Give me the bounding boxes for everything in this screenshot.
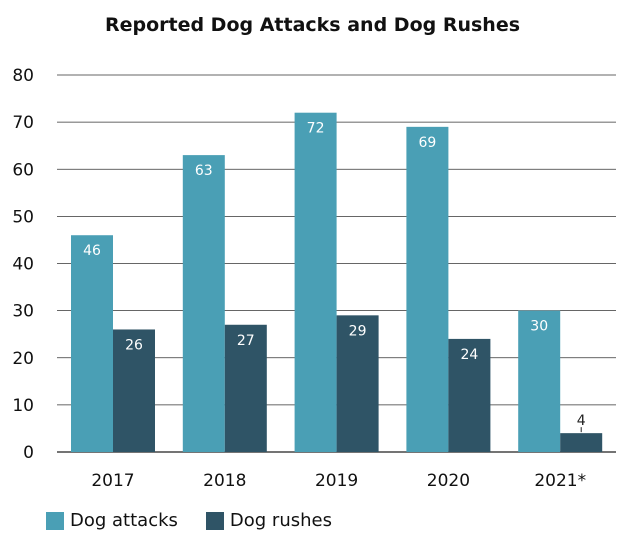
bar-dog-rushes	[224, 324, 267, 452]
bar-value-label: 30	[530, 319, 548, 335]
legend-item-dog-attacks: Dog attacks	[46, 510, 178, 531]
bar-dog-rushes	[560, 433, 603, 452]
bar-value-label: 69	[418, 135, 436, 151]
bar-value-label: 24	[460, 347, 478, 363]
chart-title: Reported Dog Attacks and Dog Rushes	[104, 14, 521, 36]
legend-label-dog-attacks: Dog attacks	[70, 510, 178, 531]
plot-area: 0 10 20 30 40 50 60 70 80 46 26 2017 63 27 2018 72 29 201…	[12, 66, 616, 491]
bar-value-label: 29	[349, 323, 367, 339]
x-tick-label: 2018	[203, 471, 246, 491]
y-tick-label: 50	[12, 207, 34, 227]
legend-label-dog-rushes: Dog rushes	[229, 510, 332, 531]
bar-value-label: 4	[577, 413, 586, 429]
x-tick-label: 2021*	[534, 471, 586, 491]
bar-dog-attacks	[294, 112, 337, 452]
y-tick-label: 60	[12, 160, 34, 180]
y-tick-label: 10	[12, 396, 34, 416]
bar-value-label: 72	[307, 121, 325, 137]
legend-swatch-dog-rushes	[205, 511, 224, 530]
bar-value-label: 26	[125, 337, 143, 353]
bar-dog-attacks	[518, 310, 561, 452]
legend-item-dog-rushes: Dog rushes	[205, 510, 332, 531]
bar-value-label: 27	[237, 333, 255, 349]
bar-dog-rushes	[113, 329, 155, 452]
bar-dog-rushes	[448, 338, 491, 452]
legend: Dog attacks Dog rushes	[46, 510, 332, 531]
bar-value-label: 46	[83, 243, 101, 259]
x-tick-label: 2017	[91, 471, 134, 491]
x-tick-label: 2019	[315, 471, 358, 491]
bar-dog-attacks	[182, 155, 225, 453]
y-tick-label: 0	[23, 443, 34, 463]
bar-dog-rushes	[336, 315, 379, 452]
y-tick-label: 20	[12, 349, 34, 369]
y-tick-label: 40	[12, 255, 34, 275]
bar-dog-attacks	[406, 126, 449, 453]
y-tick-label: 80	[12, 66, 34, 86]
legend-swatch-dog-attacks	[46, 511, 64, 530]
bar-value-label: 63	[195, 163, 213, 179]
y-tick-label: 30	[12, 302, 34, 322]
x-tick-label: 2020	[427, 471, 470, 491]
y-tick-label: 70	[12, 113, 34, 133]
bar-dog-attacks	[71, 235, 113, 452]
